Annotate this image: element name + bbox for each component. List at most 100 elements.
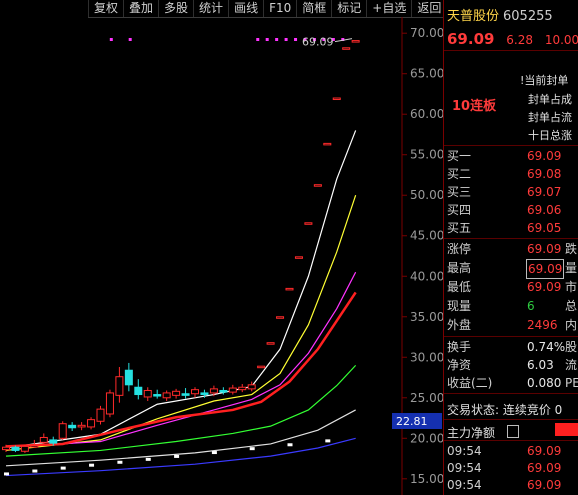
candle-body — [209, 388, 218, 394]
divider — [444, 419, 578, 420]
stock-code: 605255 — [503, 9, 553, 24]
divider — [444, 50, 578, 51]
ma-line — [5, 437, 356, 477]
bid-row: 买四 69.06 — [447, 201, 578, 219]
stock-header: 天普股份 605255 — [447, 5, 553, 24]
toolbar-item[interactable]: 返回 — [411, 0, 446, 17]
limit-info-3: 封单占流 — [528, 111, 572, 124]
ma-dot — [60, 466, 66, 470]
quote-row-label: 现量 — [447, 299, 472, 313]
toolbar-item[interactable]: 多股 — [158, 0, 193, 17]
candle-body — [153, 394, 162, 397]
ma-dot — [174, 454, 180, 458]
candle-body — [332, 97, 341, 101]
bid-row: 买一 69.09 — [447, 147, 578, 165]
toolbar-item[interactable]: 画线 — [228, 0, 263, 17]
ma-dot — [287, 443, 293, 447]
candle-body — [20, 445, 29, 452]
stat-row-tail: 股 — [565, 340, 578, 354]
bid-row-value: 69.07 — [527, 185, 562, 199]
ma-dot — [117, 460, 123, 464]
kline-chart[interactable]: 70.00 65.00 60.00 55.00 50.00 45.00 40.00 35.00… — [0, 17, 443, 495]
y-tick-label: 20.00 — [410, 431, 443, 445]
candle-body — [228, 387, 237, 393]
ma-line — [5, 271, 357, 448]
quote-row-tail: 市 — [565, 280, 578, 294]
panel-divider — [443, 0, 444, 495]
ma-line — [5, 130, 357, 449]
divider — [444, 440, 578, 441]
stat-row-tail: PE — [565, 376, 578, 390]
y-tick-label: 35.00 — [410, 310, 443, 324]
toolbar-item[interactable]: 统计 — [193, 0, 228, 17]
tick-row-label: 09:54 — [447, 444, 482, 458]
tick-row-value: 69.09 — [527, 478, 562, 492]
toolbar-item[interactable]: 复权 — [88, 0, 123, 17]
y-tick-label: 50.00 — [410, 188, 443, 202]
divider — [444, 145, 578, 146]
ma-dot — [211, 451, 217, 455]
tick-row: 09:54 69.09 — [447, 476, 578, 494]
tick-row-value: 69.09 — [527, 444, 562, 458]
candle-body — [49, 439, 58, 444]
bid-row-value: 69.05 — [527, 221, 562, 235]
y-tick-label: 60.00 — [410, 107, 443, 121]
toolbar-item[interactable]: F10 — [263, 0, 296, 17]
candle-body — [200, 392, 209, 396]
quote-row: 涨停 69.09 跌 — [447, 240, 578, 258]
candle-body — [313, 184, 322, 187]
menu-icon[interactable] — [507, 425, 519, 438]
stat-row-value: 0.74% — [527, 340, 566, 354]
limit-info-1: !当前封单 — [520, 74, 569, 87]
signal-marker — [109, 38, 113, 41]
stock-name: 天普股份 — [447, 9, 500, 24]
signal-marker — [256, 38, 260, 41]
ma-line — [5, 409, 356, 467]
stat-row: 换手 0.74% 股 — [447, 338, 578, 356]
bid-row-label: 买五 — [447, 221, 472, 235]
toolbar-item[interactable]: 叠加 — [123, 0, 158, 17]
bid-row: 买三 69.07 — [447, 183, 578, 201]
candle-body — [266, 342, 275, 345]
limit-info-2: 封单占成 — [528, 93, 572, 106]
signal-marker — [312, 38, 316, 41]
candle-body — [323, 142, 332, 146]
high-annotation: 69.09 — [302, 36, 334, 49]
tick-row-label: 09:54 — [447, 478, 482, 492]
ma-line — [5, 291, 357, 448]
bid-row-label: 买四 — [447, 203, 472, 217]
signal-marker — [303, 38, 307, 41]
stat-row-value: 6.03 — [527, 358, 554, 372]
quote-row-label: 最高 — [447, 261, 472, 275]
bid-row-label: 买三 — [447, 185, 472, 199]
quote-row: 现量 6 总 — [447, 297, 578, 315]
net-flow-bar — [555, 423, 578, 436]
limit-streak-label: 10连板 — [452, 99, 497, 114]
stat-row: 收益(二) 0.080 PE — [447, 374, 578, 392]
ma-dot — [145, 457, 151, 461]
candle-body — [96, 408, 105, 422]
price-line: 69.09 6.28 10.00% — [447, 30, 578, 48]
candle-body — [276, 316, 285, 319]
candle-body — [124, 369, 133, 386]
signal-marker — [322, 38, 326, 41]
quote-row-tail: 量 — [565, 261, 578, 275]
y-tick-label: 65.00 — [410, 67, 443, 81]
y-tick-label: 15.00 — [410, 472, 443, 486]
candle-body — [30, 445, 39, 448]
toolbar-item[interactable]: 简框 — [296, 0, 331, 17]
tick-row-label: 09:54 — [447, 461, 482, 475]
bid-row-label: 买一 — [447, 149, 472, 163]
candle-body — [68, 424, 77, 429]
limit-info-4: 十日总涨 — [528, 129, 572, 142]
price-tag-label: 22.81 — [396, 415, 428, 428]
tick-row-value: 69.09 — [527, 461, 562, 475]
toolbar-item[interactable]: +自选 — [366, 0, 411, 17]
quote-row-label: 涨停 — [447, 242, 472, 256]
toolbar-item[interactable]: 标记 — [331, 0, 366, 17]
candle-body — [105, 392, 114, 415]
signal-marker — [284, 38, 288, 41]
candle-body — [342, 47, 351, 50]
tick-row: 09:54 69.09 — [447, 459, 578, 477]
